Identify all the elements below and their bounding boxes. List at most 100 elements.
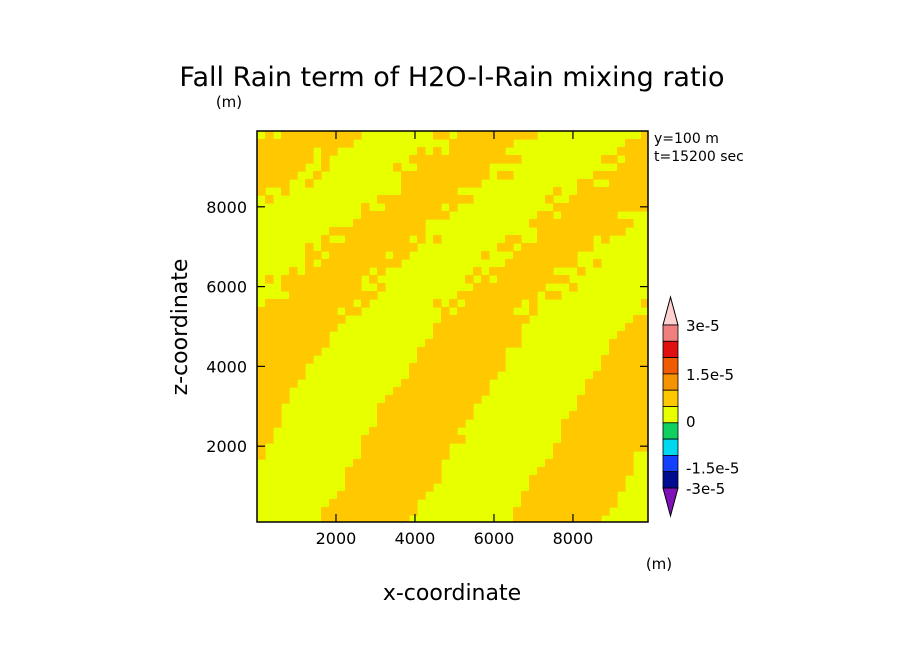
field-cell bbox=[393, 491, 402, 500]
field-cell bbox=[449, 363, 458, 372]
field-cell bbox=[393, 411, 402, 420]
field-cell bbox=[529, 131, 538, 140]
field-cell bbox=[417, 171, 426, 180]
field-cell bbox=[457, 155, 466, 164]
y-tick-label: 8000 bbox=[206, 198, 247, 217]
field-cell bbox=[417, 155, 426, 164]
field-cell bbox=[497, 283, 506, 292]
field-cell bbox=[457, 403, 466, 412]
field-cell bbox=[305, 243, 314, 252]
field-cell bbox=[393, 467, 402, 476]
field-cell bbox=[337, 499, 346, 508]
field-cell bbox=[265, 299, 274, 308]
field-cell bbox=[369, 227, 378, 236]
field-cell bbox=[465, 275, 474, 284]
field-cell bbox=[321, 131, 330, 140]
annotation-t: t=15200 sec bbox=[654, 149, 744, 165]
field-cell bbox=[409, 211, 418, 220]
field-cell bbox=[553, 467, 562, 476]
field-cell bbox=[641, 411, 648, 420]
field-cell bbox=[465, 323, 474, 332]
field-cell bbox=[553, 459, 562, 468]
field-cell bbox=[417, 411, 426, 420]
field-cell bbox=[257, 363, 266, 372]
field-cell bbox=[537, 219, 546, 228]
field-cell bbox=[593, 219, 602, 228]
field-cell bbox=[481, 147, 490, 156]
field-cell bbox=[481, 347, 490, 356]
field-cell bbox=[433, 443, 442, 452]
field-cell bbox=[305, 331, 314, 340]
field-cell bbox=[537, 235, 546, 244]
field-cell bbox=[449, 195, 458, 204]
field-cell bbox=[265, 323, 274, 332]
field-cell bbox=[273, 171, 282, 180]
field-cell bbox=[609, 379, 618, 388]
field-cell bbox=[577, 235, 586, 244]
field-cell bbox=[417, 459, 426, 468]
field-cell bbox=[401, 491, 410, 500]
field-cell bbox=[633, 387, 642, 396]
field-cell bbox=[457, 331, 466, 340]
field-cell bbox=[337, 283, 346, 292]
field-cell bbox=[361, 475, 370, 484]
field-cell bbox=[577, 451, 586, 460]
field-cell bbox=[537, 259, 546, 268]
field-cell bbox=[601, 171, 610, 180]
field-cell bbox=[497, 131, 506, 140]
field-cell bbox=[409, 243, 418, 252]
field-cell bbox=[265, 403, 274, 412]
field-cell bbox=[593, 203, 602, 212]
field-cell bbox=[353, 251, 362, 260]
field-cell bbox=[633, 443, 642, 452]
field-cell bbox=[577, 467, 586, 476]
field-cell bbox=[393, 443, 402, 452]
field-cell bbox=[577, 435, 586, 444]
field-cell bbox=[401, 411, 410, 420]
field-cell bbox=[457, 147, 466, 156]
field-cell bbox=[617, 395, 626, 404]
field-cell bbox=[601, 427, 610, 436]
field-cell bbox=[265, 307, 274, 316]
field-cell bbox=[417, 435, 426, 444]
field-cell bbox=[361, 251, 370, 260]
field-cell bbox=[609, 203, 618, 212]
field-cell bbox=[505, 283, 514, 292]
field-cell bbox=[601, 387, 610, 396]
field-cell bbox=[625, 179, 634, 188]
field-cell bbox=[401, 483, 410, 492]
field-cell bbox=[425, 411, 434, 420]
field-cell bbox=[553, 203, 562, 212]
field-cell bbox=[489, 283, 498, 292]
field-cell bbox=[273, 299, 282, 308]
field-cell bbox=[625, 323, 634, 332]
field-cell bbox=[553, 483, 562, 492]
colorbar-segment bbox=[662, 324, 679, 342]
field-cell bbox=[481, 363, 490, 372]
field-cell bbox=[297, 131, 306, 140]
field-cell bbox=[409, 203, 418, 212]
field-cell bbox=[425, 451, 434, 460]
field-cell bbox=[361, 227, 370, 236]
field-cell bbox=[521, 251, 530, 260]
field-cell bbox=[641, 347, 648, 356]
field-cell bbox=[521, 275, 530, 284]
field-cell bbox=[505, 131, 514, 140]
field-cell bbox=[385, 243, 394, 252]
field-cell bbox=[345, 483, 354, 492]
field-cell bbox=[473, 355, 482, 364]
field-cell bbox=[473, 387, 482, 396]
field-cell bbox=[433, 147, 442, 156]
field-cell bbox=[265, 155, 274, 164]
field-cell bbox=[289, 299, 298, 308]
field-cell bbox=[617, 419, 626, 428]
field-cell bbox=[297, 363, 306, 372]
field-cell bbox=[553, 235, 562, 244]
field-cell bbox=[497, 275, 506, 284]
field-cell bbox=[641, 427, 648, 436]
field-cell bbox=[393, 243, 402, 252]
field-cell bbox=[353, 219, 362, 228]
field-cell bbox=[321, 507, 330, 516]
field-cell bbox=[561, 203, 570, 212]
field-cell bbox=[553, 187, 562, 196]
